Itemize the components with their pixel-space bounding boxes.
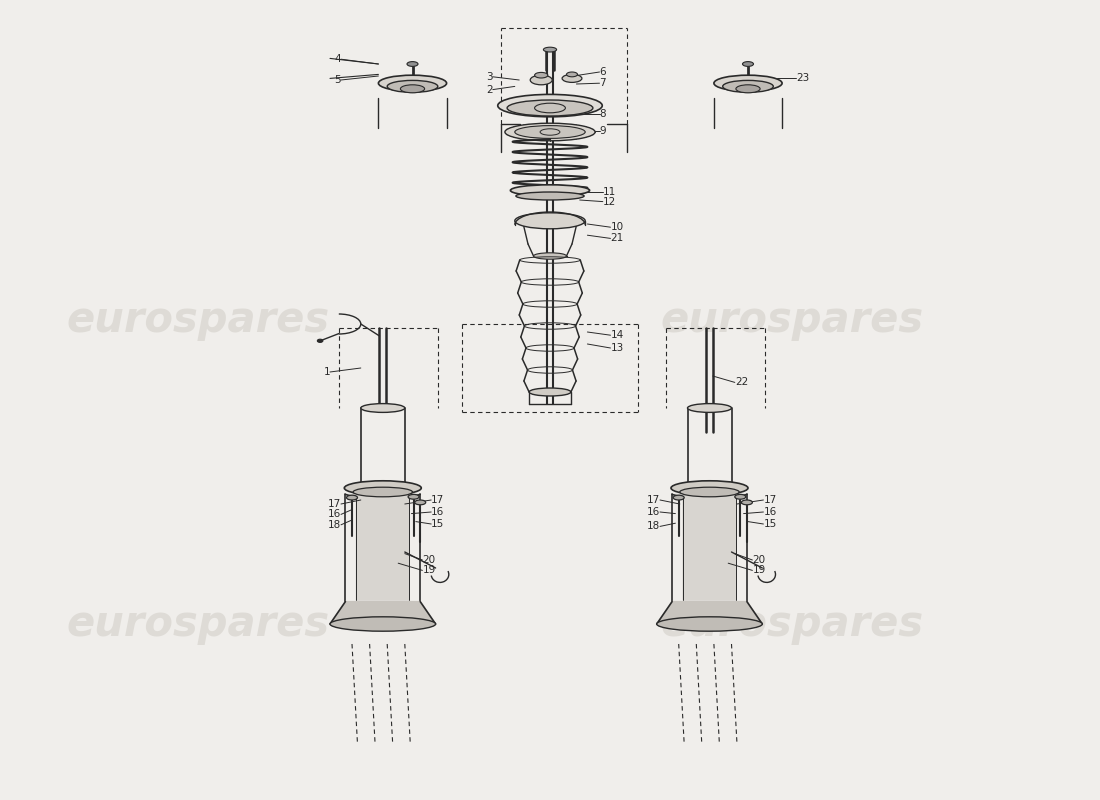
Ellipse shape bbox=[529, 388, 571, 396]
Ellipse shape bbox=[346, 495, 358, 500]
Ellipse shape bbox=[673, 495, 684, 500]
Ellipse shape bbox=[530, 75, 552, 85]
Text: 16: 16 bbox=[431, 507, 444, 517]
Text: 17: 17 bbox=[763, 495, 777, 505]
Text: 21: 21 bbox=[610, 234, 624, 243]
Text: 8: 8 bbox=[600, 109, 606, 118]
Ellipse shape bbox=[515, 213, 585, 229]
Text: 3: 3 bbox=[486, 72, 493, 82]
Text: 6: 6 bbox=[600, 67, 606, 77]
Ellipse shape bbox=[407, 62, 418, 66]
Text: 12: 12 bbox=[603, 197, 616, 206]
Text: 16: 16 bbox=[763, 507, 777, 517]
Text: 19: 19 bbox=[752, 566, 766, 575]
Ellipse shape bbox=[378, 75, 447, 91]
Text: 15: 15 bbox=[763, 519, 777, 529]
Text: 16: 16 bbox=[328, 510, 341, 519]
Ellipse shape bbox=[735, 494, 746, 499]
Ellipse shape bbox=[317, 339, 323, 342]
Text: eurospares: eurospares bbox=[66, 299, 330, 341]
Ellipse shape bbox=[742, 62, 754, 66]
Ellipse shape bbox=[688, 403, 732, 413]
Polygon shape bbox=[657, 602, 762, 624]
Text: 18: 18 bbox=[328, 520, 341, 530]
Ellipse shape bbox=[671, 481, 748, 495]
Text: eurospares: eurospares bbox=[660, 603, 924, 645]
Text: 2: 2 bbox=[486, 85, 493, 94]
Text: 17: 17 bbox=[647, 495, 660, 505]
Ellipse shape bbox=[330, 617, 436, 631]
Ellipse shape bbox=[534, 253, 566, 259]
Text: 4: 4 bbox=[334, 54, 341, 64]
Polygon shape bbox=[672, 494, 747, 600]
Text: 15: 15 bbox=[431, 519, 444, 529]
Text: 18: 18 bbox=[647, 522, 660, 531]
Ellipse shape bbox=[714, 75, 782, 91]
Ellipse shape bbox=[566, 72, 578, 77]
Ellipse shape bbox=[680, 487, 739, 497]
Ellipse shape bbox=[415, 500, 426, 505]
Text: 7: 7 bbox=[600, 78, 606, 88]
Ellipse shape bbox=[387, 80, 438, 92]
Ellipse shape bbox=[400, 85, 425, 93]
Text: 23: 23 bbox=[796, 74, 810, 83]
Ellipse shape bbox=[657, 617, 762, 631]
Ellipse shape bbox=[516, 192, 584, 200]
Ellipse shape bbox=[344, 481, 421, 495]
Ellipse shape bbox=[505, 123, 595, 141]
Text: eurospares: eurospares bbox=[660, 299, 924, 341]
Ellipse shape bbox=[408, 494, 419, 499]
Text: 20: 20 bbox=[422, 555, 436, 565]
Ellipse shape bbox=[535, 72, 548, 78]
Ellipse shape bbox=[723, 80, 773, 92]
Ellipse shape bbox=[507, 100, 593, 116]
Text: 14: 14 bbox=[610, 330, 624, 340]
Text: 19: 19 bbox=[422, 566, 436, 575]
Ellipse shape bbox=[515, 126, 585, 138]
Ellipse shape bbox=[736, 85, 760, 93]
Text: 5: 5 bbox=[334, 75, 341, 85]
Text: 1: 1 bbox=[323, 367, 330, 377]
Ellipse shape bbox=[353, 487, 412, 497]
Ellipse shape bbox=[562, 74, 582, 82]
Text: 17: 17 bbox=[431, 495, 444, 505]
Text: 9: 9 bbox=[600, 126, 606, 136]
Polygon shape bbox=[330, 602, 436, 624]
Text: 20: 20 bbox=[752, 555, 766, 565]
Ellipse shape bbox=[543, 47, 557, 52]
Polygon shape bbox=[345, 494, 420, 600]
Text: 11: 11 bbox=[603, 187, 616, 197]
Text: 13: 13 bbox=[610, 343, 624, 353]
Ellipse shape bbox=[741, 500, 752, 505]
Ellipse shape bbox=[361, 403, 405, 413]
Text: 22: 22 bbox=[735, 378, 748, 387]
Ellipse shape bbox=[510, 185, 590, 196]
Ellipse shape bbox=[497, 94, 603, 117]
Text: 16: 16 bbox=[647, 507, 660, 517]
Text: eurospares: eurospares bbox=[66, 603, 330, 645]
Text: 10: 10 bbox=[610, 222, 624, 232]
Text: 17: 17 bbox=[328, 499, 341, 509]
